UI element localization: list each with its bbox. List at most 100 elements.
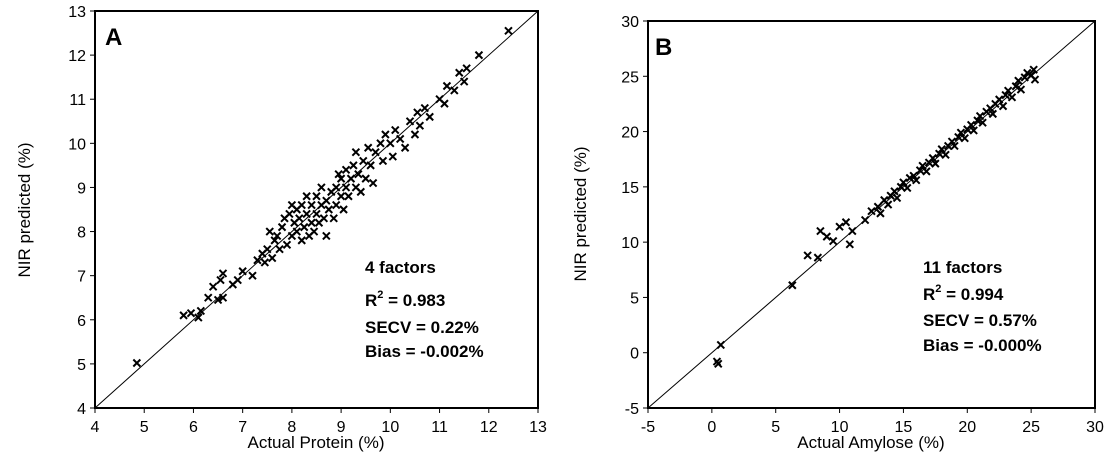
panel-b-data-point [988, 109, 998, 119]
panel-b-y-ticks: -5 0 5 10 15 20 25 30 [621, 14, 648, 418]
panel-a-data-point [307, 218, 316, 227]
panel-a-r2: R2 = 0.983 [365, 289, 445, 310]
panel-a-data-point [275, 244, 284, 254]
panel-a-data-point [312, 192, 321, 201]
panel-b-data-point [835, 222, 844, 231]
panel-a-y-tick-label: 7 [77, 269, 86, 286]
panel-a-data-point [442, 81, 452, 91]
panel-b-data-point [822, 232, 832, 241]
panel-b-data-point [922, 167, 931, 176]
panel-b-data-point [1029, 65, 1038, 74]
panel-a-data-point [299, 222, 309, 232]
panel-a-x-tick-label: 7 [238, 419, 247, 436]
panel-a-data-point [331, 200, 341, 210]
panel-a-data-point [282, 240, 292, 249]
panel-a: 4 5 6 7 8 9 10 11 12 13 4 5 6 7 8 9 10 11 12 13 A Actual P… [15, 4, 547, 452]
panel-a-data-point [339, 205, 348, 214]
panel-b: -5 0 5 10 15 20 25 30 -5 0 5 10 15 20 25 30 B Actual A… [571, 14, 1104, 452]
panel-a-data-point [322, 231, 331, 241]
panel-a-data-point [351, 147, 361, 157]
panel-a-factors: 4 factors [365, 258, 436, 277]
panel-a-data-point [341, 183, 351, 192]
panel-b-data-point [911, 176, 921, 185]
panel-b-points [712, 65, 1040, 368]
panel-a-data-point [462, 64, 471, 73]
panel-b-x-tick-label: -5 [641, 419, 655, 436]
panel-a-y-tick-label: 11 [69, 92, 86, 109]
panel-a-data-point [336, 174, 346, 183]
panel-a-frame [94, 10, 539, 409]
panel-b-y-tick-label: 5 [630, 290, 639, 307]
panel-a-data-point [331, 183, 341, 192]
panel-a-data-point [361, 174, 370, 183]
panel-a-stats: 4 factors R2 = 0.983 SECV = 0.22% Bias =… [365, 258, 484, 361]
panel-a-y-tick-label: 4 [77, 401, 86, 418]
panel-b-x-ticks: -5 0 5 10 15 20 25 30 [641, 408, 1104, 436]
panel-b-data-point [975, 111, 985, 121]
panel-b-y-tick-label: 30 [621, 14, 639, 31]
panel-a-x-axis-label: Actual Protein (%) [248, 433, 385, 452]
panel-a-data-point [341, 165, 351, 175]
panel-b-x-tick-label: 5 [771, 419, 780, 436]
panel-b-data-point [909, 171, 918, 181]
panel-a-r2-value: = 0.983 [383, 291, 445, 310]
panel-a-data-point [292, 227, 302, 236]
panel-a-data-point [309, 227, 319, 236]
panel-b-data-point [931, 159, 940, 168]
panel-a-data-point [336, 192, 346, 201]
panel-a-data-point [208, 282, 218, 291]
panel-a-data-point [277, 222, 287, 232]
panel-a-y-tick-label: 5 [77, 357, 86, 374]
panel-a-data-point [344, 192, 353, 201]
panel-b-data-point [1020, 73, 1029, 82]
panel-a-data-point [322, 196, 331, 205]
panel-a-data-point [356, 187, 366, 197]
panel-b-x-tick-label: 15 [895, 419, 913, 436]
panel-b-data-point [947, 137, 957, 146]
panel-a-x-tick-label: 4 [91, 419, 100, 436]
panel-a-data-point [413, 108, 422, 117]
panel-b-y-tick-label: 10 [621, 235, 639, 252]
panel-b-x-tick-label: 25 [1022, 419, 1040, 436]
panel-a-data-point [218, 269, 228, 278]
panel-b-x-tick-label: 0 [707, 419, 716, 436]
panel-a-y-axis-label: NIR predicted (%) [15, 142, 34, 277]
panel-a-data-point [270, 236, 279, 245]
panel-b-data-point [915, 166, 925, 175]
panel-a-data-point [196, 306, 206, 316]
panel-a-data-point [459, 77, 469, 86]
panel-a-x-tick-label: 12 [480, 419, 498, 436]
panel-b-data-point [873, 202, 883, 211]
panel-a-data-point [368, 178, 378, 188]
panel-b-y-axis-label: NIR predicted (%) [571, 146, 590, 281]
panel-a-y-tick-label: 10 [68, 136, 86, 153]
panel-a-data-point [317, 183, 326, 192]
panel-b-data-point [1001, 90, 1010, 100]
panel-b-data-point [1016, 85, 1026, 94]
panel-a-x-tick-label: 9 [337, 419, 346, 436]
panel-a-data-point [400, 143, 410, 152]
panel-b-y-tick-label: 20 [621, 125, 639, 142]
panel-a-data-point [233, 275, 242, 285]
panel-b-data-point [860, 215, 870, 225]
panel-a-data-point [504, 26, 513, 36]
panel-b-data-point [848, 226, 857, 236]
panel-b-bias: Bias = -0.000% [923, 336, 1042, 355]
panel-a-data-point [218, 293, 228, 302]
panel-a-data-point [285, 209, 294, 219]
panel-a-data-point [420, 103, 429, 113]
panel-a-data-point [179, 311, 188, 320]
panel-a-x-tick-label: 8 [287, 419, 296, 436]
panel-a-data-point [267, 253, 277, 263]
panel-b-data-point [954, 132, 963, 142]
panel-b-label: B [655, 34, 672, 61]
panel-a-data-point [297, 200, 306, 210]
panel-a-data-point [450, 86, 459, 95]
panel-b-data-point [960, 133, 969, 143]
panel-a-data-point [455, 68, 464, 77]
panel-b-data-point [876, 209, 885, 218]
panel-a-data-point [405, 117, 415, 126]
panel-a-data-point [474, 50, 484, 60]
panel-a-data-point [349, 161, 358, 170]
